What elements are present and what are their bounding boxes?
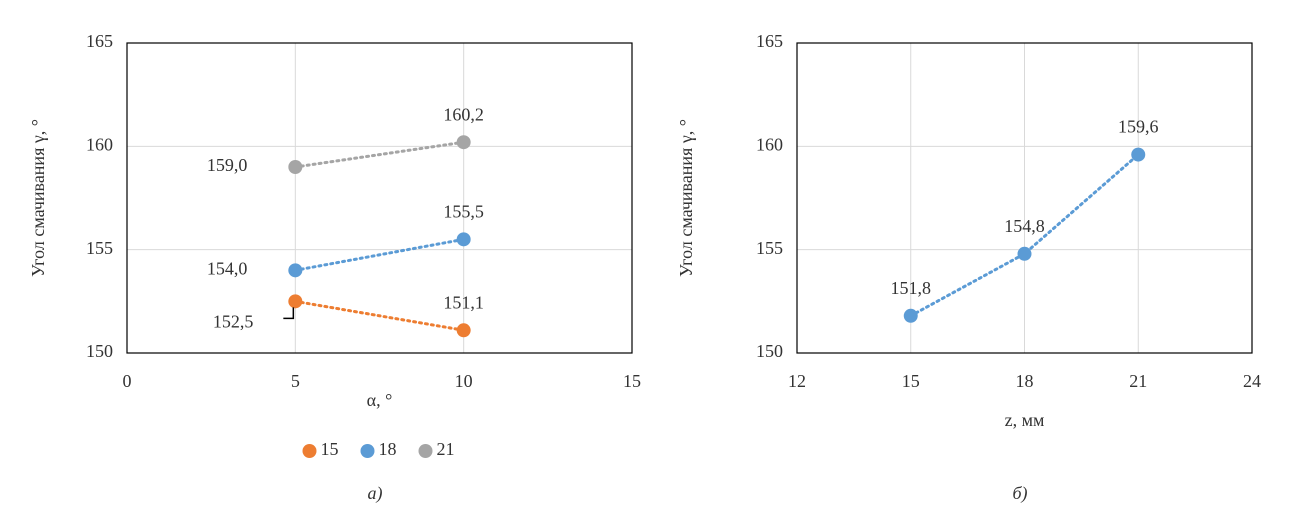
x-tick-label: 5 [291,371,300,391]
data-label: 154,0 [207,258,248,278]
legend-label: 18 [379,439,397,459]
y-tick-label: 155 [86,238,113,258]
x-tick-label: 15 [623,371,641,391]
x-tick-label: 21 [1129,371,1147,391]
data-label: 160,2 [443,104,484,124]
caption: б) [1012,483,1027,504]
x-axis-label: z, мм [1005,410,1045,430]
y-axis-label: Угол смачивания γ, ° [676,119,696,277]
x-tick-label: 24 [1243,371,1261,391]
data-point [288,160,303,174]
x-axis-label: α, ° [367,390,393,410]
y-tick-label: 160 [756,134,783,154]
data-point [456,323,471,338]
series-line [293,237,466,272]
legend-marker [302,444,317,458]
data-label: 159,6 [1118,117,1159,137]
data-label: 159,0 [207,155,248,175]
plot-frame [126,42,633,354]
data-point [1017,246,1032,261]
caption: а) [368,483,383,504]
legend-label: 21 [437,439,455,459]
y-tick-label: 150 [86,341,113,361]
legend-marker [360,444,375,458]
x-tick-label: 15 [902,371,920,391]
data-point [456,232,471,247]
data-label: 151,8 [891,278,932,298]
data-point [288,263,303,278]
data-label: 155,5 [443,201,484,221]
x-tick-label: 10 [455,371,473,391]
y-axis-label: Угол смачивания γ, ° [28,119,48,277]
data-point [456,135,471,150]
x-tick-label: 12 [788,371,806,391]
data-label: 154,8 [1004,216,1045,236]
data-point [288,294,303,309]
series-line [293,140,466,169]
series-line [909,153,1140,318]
y-tick-label: 165 [86,31,113,51]
legend-label: 15 [321,439,339,459]
series-line [293,299,466,332]
y-tick-label: 160 [86,134,113,154]
leader-line [283,307,295,320]
plot-frame [796,42,1253,354]
y-tick-label: 150 [756,341,783,361]
y-tick-label: 155 [756,238,783,258]
data-label: 151,1 [443,292,484,312]
data-point [1131,147,1146,162]
data-point [903,308,918,323]
y-tick-label: 165 [756,31,783,51]
data-label: 152,5 [213,311,254,331]
x-tick-label: 0 [123,371,132,391]
legend-marker [418,444,433,458]
x-tick-label: 18 [1016,371,1034,391]
